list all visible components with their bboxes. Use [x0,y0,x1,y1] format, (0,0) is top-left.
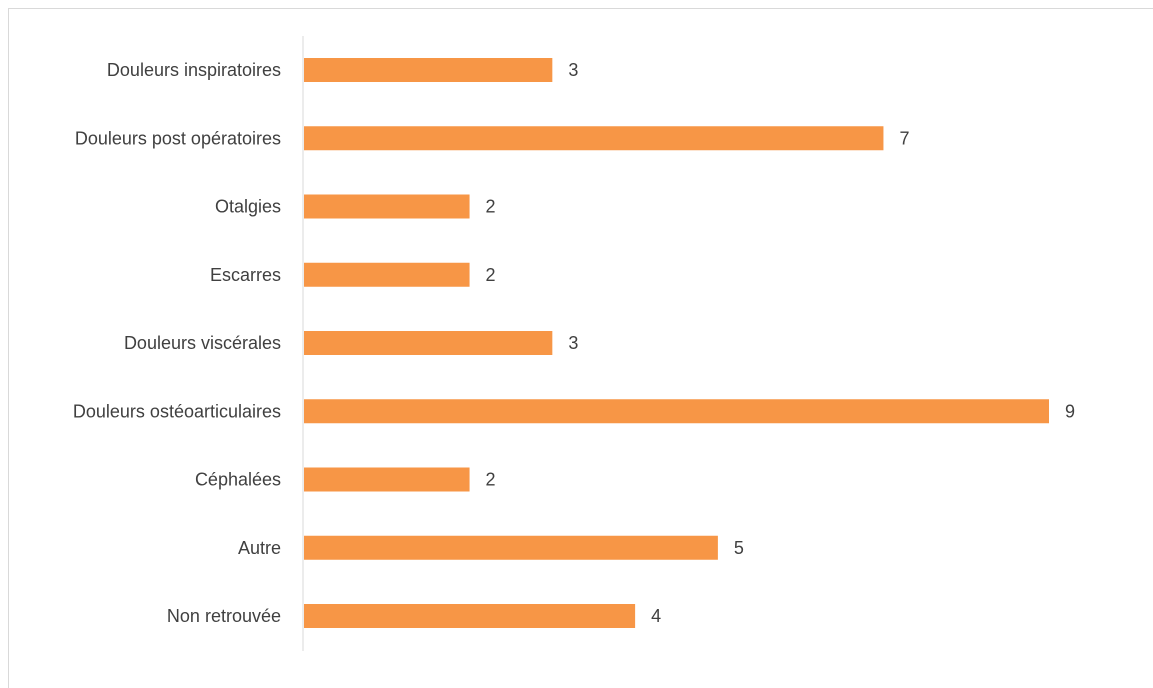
value-label: 3 [568,333,578,353]
bar [304,331,553,355]
bar [304,126,884,151]
category-label: Escarres [210,265,281,285]
value-label: 2 [486,470,496,490]
bar [304,535,718,560]
category-label: Douleurs viscérales [124,333,281,353]
category-label: Non retrouvée [167,606,281,626]
category-label: Céphalées [195,470,281,490]
bar [304,194,470,219]
value-label: 4 [651,606,661,626]
bar [304,467,470,492]
value-label: 7 [899,128,909,148]
bars [304,58,1049,628]
value-label: 2 [486,265,496,285]
category-label: Douleurs post opératoires [75,128,281,148]
value-labels: 3 7 2 2 3 9 2 5 4 [486,60,1075,626]
bar [304,604,636,628]
category-label: Douleurs inspiratoires [107,60,281,80]
category-label: Douleurs ostéoarticulaires [73,401,281,421]
value-label: 3 [568,60,578,80]
bar [304,262,470,287]
chart-frame [8,8,1153,688]
category-label: Otalgies [215,197,281,217]
bar [304,58,553,82]
value-label: 5 [734,538,744,558]
category-label: Autre [238,538,281,558]
value-label: 2 [486,197,496,217]
category-labels: Douleurs inspiratoires Douleurs post opér… [73,60,281,626]
bar-chart: Douleurs inspiratoires Douleurs post opér… [73,36,1075,651]
bar [304,399,1049,424]
value-label: 9 [1065,401,1075,421]
